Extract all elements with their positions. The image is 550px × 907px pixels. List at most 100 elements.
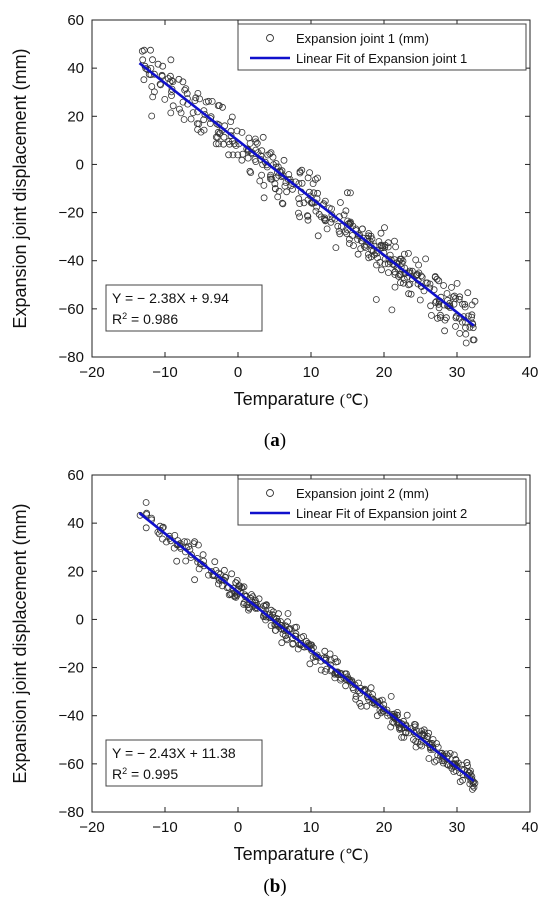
data-point [183, 538, 191, 546]
data-point [245, 604, 253, 612]
data-point [434, 743, 442, 751]
data-point [296, 200, 304, 208]
data-point [261, 158, 269, 166]
data-point [220, 566, 228, 574]
data-point [384, 239, 392, 247]
data-point [239, 150, 247, 158]
data-point [149, 56, 156, 64]
data-point [431, 758, 439, 766]
data-point [295, 180, 303, 187]
data-point [139, 56, 147, 64]
data-point [169, 102, 177, 110]
data-point [370, 251, 378, 259]
data-point [278, 199, 286, 207]
data-point [246, 139, 254, 147]
data-point [449, 293, 457, 301]
data-point [260, 194, 268, 202]
data-point [227, 118, 235, 125]
caption-a-letter: a [270, 430, 280, 451]
data-point [259, 133, 267, 141]
data-point [346, 219, 354, 227]
data-point [376, 258, 384, 266]
data-point [456, 329, 464, 337]
data-point [431, 299, 439, 306]
data-point [173, 557, 181, 565]
data-point [271, 180, 279, 188]
data-point [461, 303, 469, 311]
data-point [384, 243, 392, 251]
data-point [363, 702, 371, 710]
equation-text: Y = − 2.43X + 11.38 [112, 745, 236, 761]
data-point [321, 647, 329, 655]
data-point [192, 94, 200, 102]
data-point [440, 282, 448, 289]
data-point [238, 156, 246, 164]
data-point [469, 785, 476, 793]
data-point [399, 279, 407, 287]
data-point [391, 714, 399, 722]
chart-panel-b: −20 −10 0 10 20 30 40 −80 −60 −40 −20 0 20 40 60 Tempar… [0, 455, 550, 875]
data-point [314, 189, 322, 197]
x-tick-label: 30 [449, 364, 466, 381]
data-point [423, 279, 431, 287]
data-point [179, 98, 187, 106]
data-point [356, 699, 364, 707]
data-point [352, 692, 360, 700]
data-point [211, 558, 219, 566]
data-point [208, 568, 215, 575]
data-point [391, 283, 399, 291]
data-point [469, 320, 477, 328]
data-point [231, 593, 239, 601]
data-point [335, 227, 343, 235]
data-point [228, 113, 236, 121]
data-point [468, 311, 476, 319]
data-point [427, 311, 435, 319]
data-point [238, 128, 246, 136]
data-point [159, 535, 166, 543]
legend-marker-scatter [266, 34, 274, 42]
x-tick-label: 20 [376, 819, 393, 836]
data-point [448, 283, 455, 291]
data-point [140, 46, 148, 54]
data-point [253, 139, 261, 147]
data-point [157, 81, 165, 89]
data-point [453, 279, 461, 287]
data-point [452, 314, 460, 322]
data-point [199, 551, 207, 559]
data-point [167, 56, 175, 64]
data-point [469, 336, 477, 344]
data-point [327, 218, 335, 226]
y-tick-label: 20 [67, 563, 84, 580]
data-point [235, 582, 243, 590]
data-point [212, 133, 220, 141]
data-point [212, 140, 220, 148]
data-point [215, 121, 223, 129]
data-point [309, 644, 317, 652]
legend-label-line: Linear Fit of Expansion joint 2 [296, 506, 467, 521]
data-point [272, 160, 280, 167]
y-tick-label: 40 [67, 515, 84, 532]
data-point [229, 151, 237, 159]
data-point [155, 530, 163, 538]
data-point [365, 230, 373, 237]
data-point [181, 86, 189, 94]
data-point [433, 740, 441, 747]
data-point [433, 275, 441, 283]
data-point [390, 713, 398, 720]
data-point [246, 167, 254, 175]
data-point [245, 603, 253, 611]
data-point [185, 543, 193, 550]
chart-a-svg: −20 −10 0 10 20 30 40 −80 −60 −40 −20 0 20 40 60 Tempar… [10, 12, 538, 409]
data-point [260, 181, 268, 189]
data-point [343, 230, 351, 238]
data-point [321, 214, 329, 222]
data-point [247, 169, 255, 177]
data-point [274, 193, 282, 201]
data-point [462, 324, 469, 332]
data-point [407, 290, 415, 298]
data-point [162, 538, 170, 546]
legend-box [237, 478, 527, 526]
data-point [434, 314, 441, 322]
data-point [143, 509, 151, 517]
data-point [350, 686, 357, 693]
